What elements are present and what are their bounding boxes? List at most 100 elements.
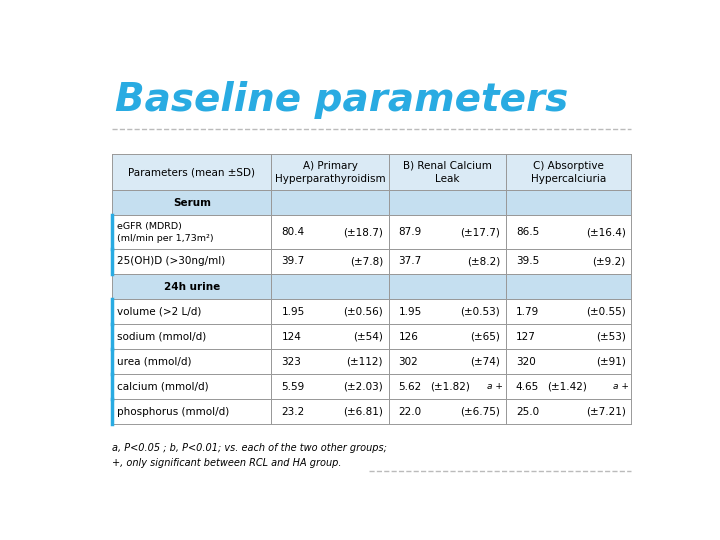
Bar bbox=[112, 349, 271, 374]
Bar bbox=[389, 154, 505, 191]
Bar bbox=[505, 400, 631, 424]
Text: (±1.42): (±1.42) bbox=[547, 382, 588, 392]
Bar bbox=[389, 249, 505, 274]
Text: 39.7: 39.7 bbox=[282, 256, 305, 266]
Bar bbox=[505, 154, 631, 191]
Bar bbox=[389, 274, 505, 299]
Text: 124: 124 bbox=[282, 332, 301, 342]
Bar bbox=[271, 400, 389, 424]
Text: (±6.81): (±6.81) bbox=[343, 407, 383, 417]
Text: (±0.56): (±0.56) bbox=[343, 307, 383, 316]
Text: (±6.75): (±6.75) bbox=[460, 407, 500, 417]
Text: 25.0: 25.0 bbox=[516, 407, 539, 417]
Text: 5.59: 5.59 bbox=[282, 382, 305, 392]
Text: (±7.21): (±7.21) bbox=[586, 407, 626, 417]
Text: (±2.03): (±2.03) bbox=[343, 382, 383, 392]
Text: 39.5: 39.5 bbox=[516, 256, 539, 266]
Bar bbox=[389, 349, 505, 374]
Text: (±112): (±112) bbox=[346, 357, 383, 367]
Bar bbox=[389, 400, 505, 424]
Bar bbox=[505, 191, 631, 215]
Text: A) Primary
Hyperparathyroidism: A) Primary Hyperparathyroidism bbox=[274, 161, 385, 184]
Text: phosphorus (mmol/d): phosphorus (mmol/d) bbox=[117, 407, 229, 417]
Text: 302: 302 bbox=[399, 357, 418, 367]
Bar bbox=[505, 374, 631, 400]
Text: Parameters (mean ±SD): Parameters (mean ±SD) bbox=[128, 167, 256, 177]
Text: volume (>2 L/d): volume (>2 L/d) bbox=[117, 307, 201, 316]
Bar bbox=[271, 154, 389, 191]
Bar bbox=[389, 299, 505, 324]
Text: calcium (mmol/d): calcium (mmol/d) bbox=[117, 382, 208, 392]
Text: a, P<0.05 ; b, P<0.01; vs. each of the two other groups;: a, P<0.05 ; b, P<0.01; vs. each of the t… bbox=[112, 443, 387, 453]
Bar bbox=[271, 191, 389, 215]
Text: +, only significant between RCL and HA group.: +, only significant between RCL and HA g… bbox=[112, 458, 342, 468]
Text: (±7.8): (±7.8) bbox=[350, 256, 383, 266]
Text: 320: 320 bbox=[516, 357, 536, 367]
Text: (±53): (±53) bbox=[596, 332, 626, 342]
Text: B) Renal Calcium
Leak: B) Renal Calcium Leak bbox=[402, 161, 492, 184]
Bar bbox=[271, 324, 389, 349]
Bar bbox=[112, 299, 271, 324]
Text: sodium (mmol/d): sodium (mmol/d) bbox=[117, 332, 206, 342]
Bar bbox=[389, 215, 505, 249]
Bar bbox=[112, 154, 271, 191]
Text: eGFR (MDRD)
(ml/min per 1,73m²): eGFR (MDRD) (ml/min per 1,73m²) bbox=[117, 222, 213, 242]
Text: 4.65: 4.65 bbox=[516, 382, 539, 392]
Bar bbox=[389, 191, 505, 215]
Text: 22.0: 22.0 bbox=[399, 407, 422, 417]
Text: C) Absorptive
Hypercalciuria: C) Absorptive Hypercalciuria bbox=[531, 161, 606, 184]
Bar bbox=[389, 324, 505, 349]
Bar bbox=[271, 374, 389, 400]
Text: (±8.2): (±8.2) bbox=[467, 256, 500, 266]
Bar bbox=[112, 191, 271, 215]
Bar bbox=[505, 324, 631, 349]
Text: (±18.7): (±18.7) bbox=[343, 227, 383, 237]
Bar bbox=[505, 249, 631, 274]
Text: 24h urine: 24h urine bbox=[163, 281, 220, 292]
Bar bbox=[505, 349, 631, 374]
Text: 86.5: 86.5 bbox=[516, 227, 539, 237]
Text: 25(OH)D (>30ng/ml): 25(OH)D (>30ng/ml) bbox=[117, 256, 225, 266]
Text: a +: a + bbox=[613, 382, 629, 392]
Bar bbox=[112, 215, 271, 249]
Bar bbox=[112, 324, 271, 349]
Text: (±9.2): (±9.2) bbox=[593, 256, 626, 266]
Text: (±54): (±54) bbox=[353, 332, 383, 342]
Text: 127: 127 bbox=[516, 332, 536, 342]
Text: (±17.7): (±17.7) bbox=[460, 227, 500, 237]
Text: 126: 126 bbox=[399, 332, 418, 342]
Bar bbox=[112, 400, 271, 424]
Text: 23.2: 23.2 bbox=[282, 407, 305, 417]
Text: (±74): (±74) bbox=[470, 357, 500, 367]
Bar bbox=[271, 274, 389, 299]
Text: (±91): (±91) bbox=[596, 357, 626, 367]
Text: (±16.4): (±16.4) bbox=[586, 227, 626, 237]
Bar bbox=[271, 299, 389, 324]
Text: Serum: Serum bbox=[173, 198, 211, 208]
Text: 1.95: 1.95 bbox=[399, 307, 422, 316]
Text: (±65): (±65) bbox=[470, 332, 500, 342]
Text: Baseline parameters: Baseline parameters bbox=[115, 82, 568, 119]
Text: 323: 323 bbox=[282, 357, 301, 367]
Text: 87.9: 87.9 bbox=[399, 227, 422, 237]
Text: urea (mmol/d): urea (mmol/d) bbox=[117, 357, 192, 367]
Text: (±1.82): (±1.82) bbox=[431, 382, 470, 392]
Text: 80.4: 80.4 bbox=[282, 227, 305, 237]
Bar bbox=[505, 215, 631, 249]
Text: (±0.55): (±0.55) bbox=[586, 307, 626, 316]
Bar bbox=[271, 349, 389, 374]
Bar bbox=[271, 249, 389, 274]
Bar bbox=[505, 274, 631, 299]
Bar bbox=[112, 274, 271, 299]
Text: (±0.53): (±0.53) bbox=[460, 307, 500, 316]
Bar bbox=[112, 374, 271, 400]
Bar bbox=[389, 374, 505, 400]
Text: a +: a + bbox=[487, 382, 503, 392]
Text: 1.79: 1.79 bbox=[516, 307, 539, 316]
Text: 37.7: 37.7 bbox=[399, 256, 422, 266]
Bar bbox=[112, 249, 271, 274]
Text: 5.62: 5.62 bbox=[399, 382, 422, 392]
Text: 1.95: 1.95 bbox=[282, 307, 305, 316]
Bar bbox=[505, 299, 631, 324]
Bar bbox=[271, 215, 389, 249]
